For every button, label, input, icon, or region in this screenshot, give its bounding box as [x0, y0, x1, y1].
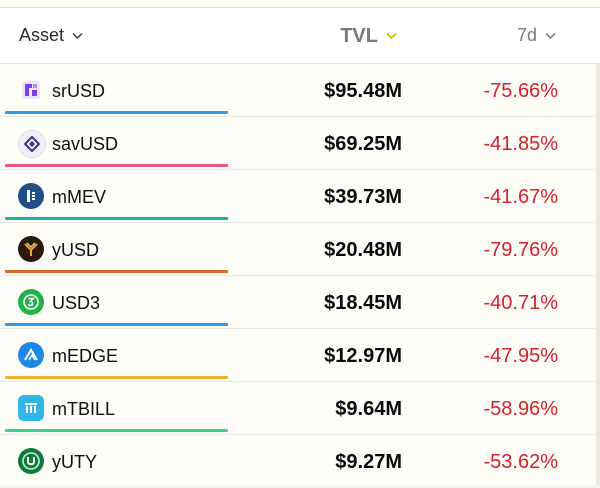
table-row[interactable]: mTBILL $9.64M -58.96% — [0, 382, 600, 435]
table-row[interactable]: srUSD $95.48M -75.66% — [0, 64, 600, 117]
change-7d-value: -75.66% — [483, 80, 559, 102]
change-7d-value: -53.62% — [483, 451, 559, 473]
table-row[interactable]: USD3 $18.45M -40.71% — [0, 276, 600, 329]
table-row[interactable]: mEDGE $12.97M -47.95% — [0, 329, 600, 382]
asset-name: srUSD — [52, 81, 105, 101]
7d-header-label: 7d — [516, 25, 537, 45]
scrollbar-track[interactable] — [596, 63, 600, 485]
change-7d-value: -40.71% — [483, 292, 559, 314]
asset-name: mMEV — [52, 187, 106, 207]
asset-name: mEDGE — [52, 346, 119, 366]
asset-name: yUSD — [52, 240, 100, 260]
mtbill-logo-icon — [18, 395, 44, 421]
table-row[interactable]: savUSD $69.25M -41.85% — [0, 117, 600, 170]
change-7d-value: -47.95% — [483, 345, 559, 367]
asset-name: USD3 — [52, 293, 101, 313]
asset-underline — [5, 164, 228, 167]
mmev-logo-icon — [18, 183, 44, 209]
yuty-logo-icon — [18, 448, 44, 474]
usd3-logo-icon — [18, 289, 44, 315]
tvl-header-label: TVL — [340, 24, 378, 47]
tvl-value: $39.73M — [324, 186, 402, 208]
sort-chevron-down-icon — [386, 32, 397, 40]
tvl-value: $69.25M — [324, 133, 402, 155]
table-row[interactable]: mMEV $39.73M -41.67% — [0, 170, 600, 223]
asset-name: yUTY — [52, 452, 97, 472]
asset-underline — [5, 270, 228, 273]
savusd-logo-icon — [18, 130, 46, 158]
change-7d-value: -41.85% — [483, 133, 559, 155]
medge-logo-icon — [18, 342, 44, 368]
srusd-logo-icon — [18, 77, 44, 103]
asset-underline — [5, 111, 228, 114]
7d-column-header[interactable]: 7d — [517, 8, 556, 63]
top-divider — [0, 7, 600, 8]
tvl-column-header[interactable]: TVL — [340, 8, 397, 63]
change-7d-value: -79.76% — [483, 239, 559, 261]
table-row[interactable]: yUTY $9.27M -53.62% — [0, 435, 600, 488]
chevron-down-icon — [545, 32, 556, 40]
asset-underline — [5, 376, 228, 379]
table-row[interactable]: yUSD $20.48M -79.76% — [0, 223, 600, 276]
tvl-value: $20.48M — [324, 239, 402, 261]
tvl-value: $9.27M — [335, 451, 402, 473]
asset-header-label: Asset — [19, 25, 65, 45]
asset-underline — [5, 217, 228, 220]
tvl-value: $9.64M — [335, 398, 402, 420]
change-7d-value: -58.96% — [483, 398, 559, 420]
asset-underline — [5, 323, 228, 326]
asset-underline — [5, 429, 228, 432]
chevron-down-icon — [72, 32, 83, 40]
asset-name: savUSD — [52, 134, 119, 154]
asset-name: mTBILL — [52, 399, 116, 419]
tvl-value: $18.45M — [324, 292, 402, 314]
table-header: Asset TVL 7d — [0, 8, 600, 64]
change-7d-value: -41.67% — [483, 186, 559, 208]
tvl-value: $95.48M — [324, 80, 402, 102]
tvl-value: $12.97M — [324, 345, 402, 367]
asset-column-header[interactable]: Asset — [19, 8, 83, 63]
yusd-logo-icon — [18, 236, 44, 262]
